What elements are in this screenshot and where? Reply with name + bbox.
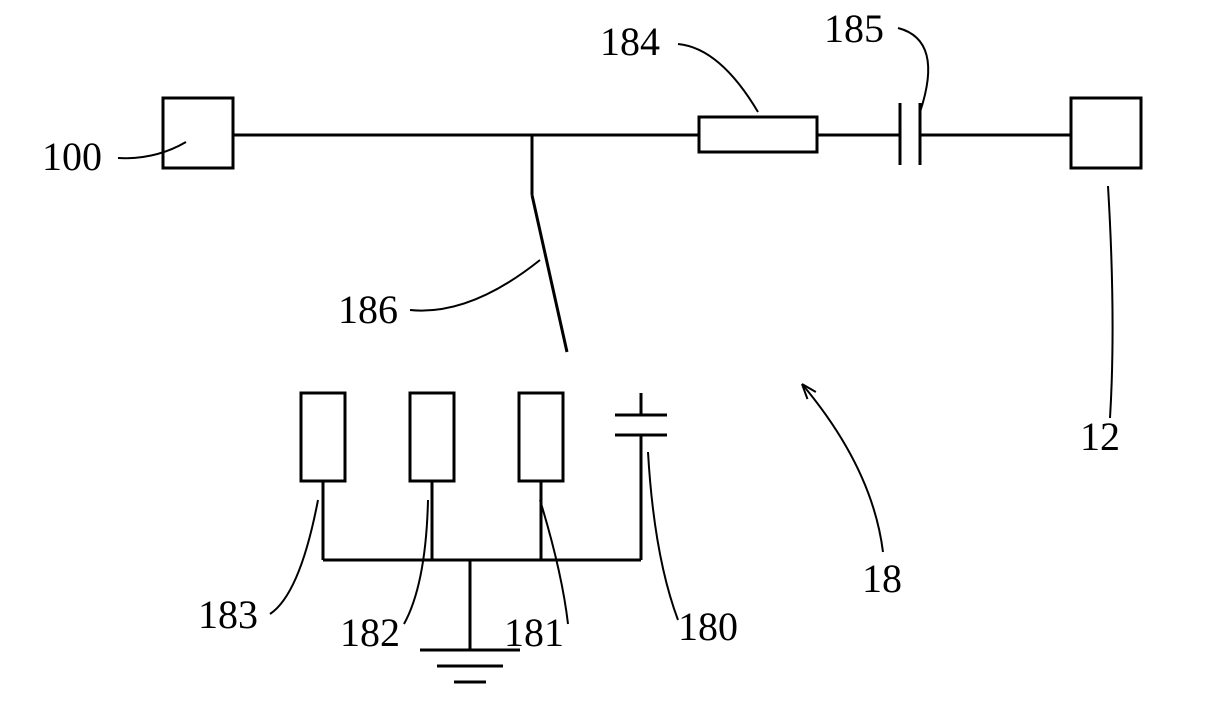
label-182: 182 [340,610,400,655]
lead-180 [648,452,678,620]
lead-185 [898,28,928,112]
shunt-block-181 [519,393,563,481]
lead-18 [802,384,883,552]
lead-100 [118,142,186,158]
label-18: 18 [862,556,902,601]
switch-186-arm [532,195,567,352]
label-180: 180 [678,604,738,649]
lead-12 [1108,186,1113,418]
series-element-184 [699,117,817,152]
shunt-block-182 [410,393,454,481]
shunt-block-183 [301,393,345,481]
label-100: 100 [42,134,102,179]
label-186: 186 [338,287,398,332]
block-12 [1071,98,1141,168]
label-183: 183 [198,592,258,637]
lead-183 [270,500,318,614]
lead-184 [678,44,758,112]
label-185: 185 [824,6,884,51]
lead-181 [540,500,568,624]
label-181: 181 [504,610,564,655]
label-12: 12 [1080,414,1120,459]
lead-182 [404,500,428,624]
label-184: 184 [600,19,660,64]
lead-186 [410,260,540,311]
block-100 [163,98,233,168]
